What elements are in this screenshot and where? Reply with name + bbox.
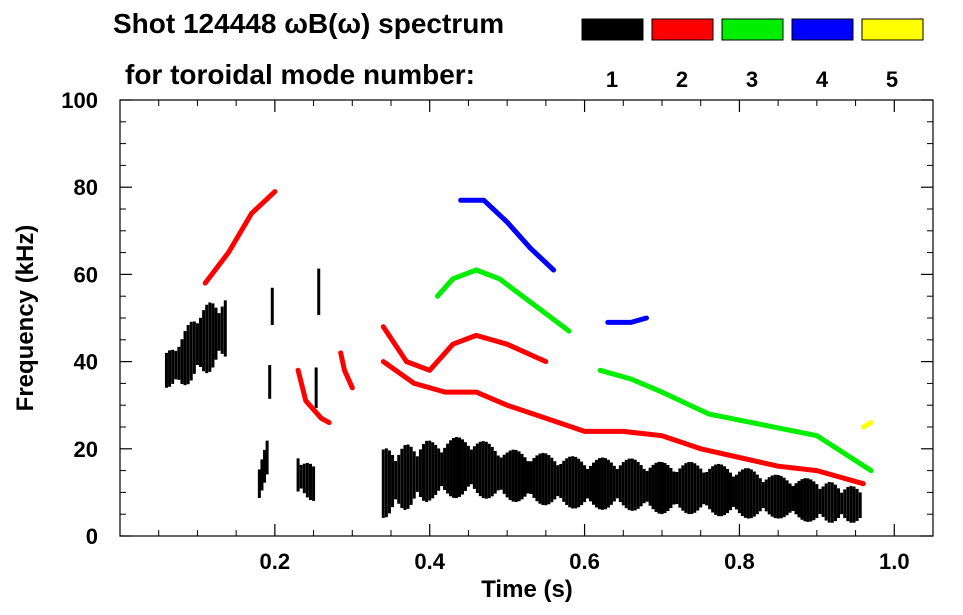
x-tick-label: 0.8	[724, 549, 755, 574]
series-mode5-line-13	[860, 420, 874, 430]
series-mode1-band-0	[381, 437, 862, 523]
series-mode2-line-8	[380, 359, 866, 487]
legend-swatch-4	[791, 18, 854, 41]
series-mode2-line-6	[338, 350, 355, 391]
chart-title-line2: for toroidal mode number:	[125, 59, 475, 90]
y-axis-label: Frequency (kHz)	[12, 225, 39, 412]
chart-title-line1: Shot 124448 ωB(ω) spectrum	[113, 8, 504, 39]
legend-swatch-1	[581, 18, 644, 41]
series-mode1-band-1	[164, 300, 227, 388]
x-axis-label: Time (s)	[481, 576, 573, 603]
legend-label-4: 4	[816, 67, 829, 92]
legend-swatch-3	[721, 18, 784, 41]
axes: 0.2 0.4 0.6 0.8 1.0 0 20 40 60 80 100	[61, 88, 933, 574]
x-tick-label: 0.4	[414, 549, 445, 574]
plot-area	[164, 189, 874, 523]
x-tick-label: 1.0	[879, 549, 910, 574]
series-mode4-line-12	[605, 315, 649, 325]
series-mode3-line-9	[435, 267, 572, 334]
series-mode4-line-11	[458, 197, 557, 273]
y-tick-label: 40	[74, 350, 98, 375]
series-mode2-line-5	[295, 367, 332, 426]
y-tick-label: 0	[86, 524, 98, 549]
y-tick-label: 20	[74, 437, 98, 462]
legend-label-3: 3	[746, 67, 758, 92]
series-mode3-line-10	[597, 367, 874, 474]
legend-label-5: 5	[886, 67, 898, 92]
series-mode2-line-4	[202, 189, 278, 286]
y-tick-label: 80	[74, 175, 98, 200]
legend-label-2: 2	[676, 67, 688, 92]
legend-swatch-5	[861, 18, 924, 41]
y-tick-label: 100	[61, 88, 98, 113]
series-mode2-line-7	[380, 324, 549, 373]
legend: 1 2 3 4 5	[581, 18, 924, 92]
legend-swatch-2	[651, 18, 714, 41]
series-mode1-band-2	[257, 287, 274, 498]
series-mode1-band-3	[296, 268, 321, 501]
legend-label-1: 1	[606, 67, 618, 92]
x-tick-label: 0.6	[569, 549, 600, 574]
y-tick-label: 60	[74, 262, 98, 287]
x-tick-label: 0.2	[260, 549, 291, 574]
